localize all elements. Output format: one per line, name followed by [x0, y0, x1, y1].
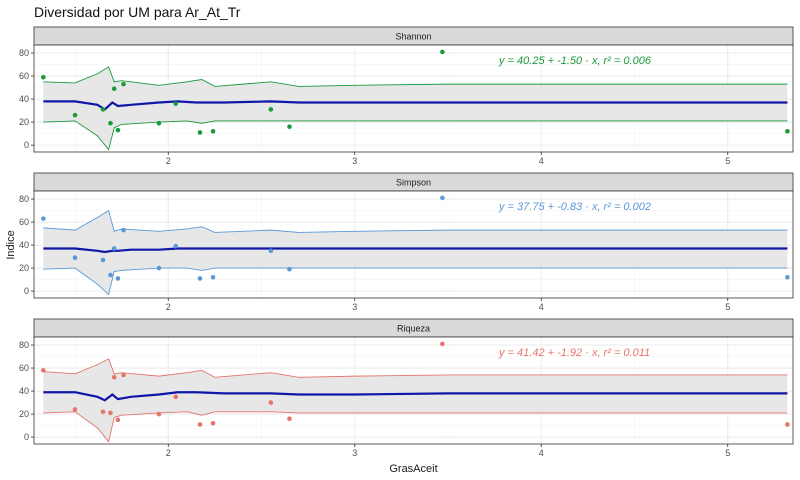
data-point	[108, 410, 113, 416]
panel-shannon: Shannon y = 40.25 + -1.50 · x, r² = 0.006…	[19, 26, 794, 166]
data-point	[173, 101, 179, 106]
data-point	[156, 411, 162, 417]
y-tick-label: 20	[19, 117, 29, 127]
data-point	[197, 276, 203, 281]
data-point	[173, 243, 179, 249]
x-tick-label: 4	[539, 156, 544, 166]
data-point	[72, 112, 78, 118]
data-point	[785, 422, 790, 427]
lower-bound-line	[43, 120, 788, 151]
trend-line	[43, 391, 788, 402]
data-point	[121, 372, 126, 378]
regression-equation: y = 37.75 + -0.83 · x, r² = 0.002	[498, 201, 651, 213]
y-tick-label: 60	[19, 217, 29, 227]
data-point	[287, 266, 292, 272]
upper-bound-line	[43, 209, 788, 233]
y-tick-label: 0	[24, 432, 29, 442]
data-point	[115, 417, 121, 423]
regression-equation: y = 40.25 + -1.50 · x, r² = 0.006	[498, 55, 652, 67]
data-point	[111, 374, 117, 380]
data-point	[41, 368, 46, 373]
data-point	[121, 81, 126, 87]
y-tick-label: 60	[19, 363, 29, 373]
data-point	[287, 124, 292, 129]
data-point	[108, 272, 113, 278]
lower-bound-line	[43, 267, 788, 296]
y-tick-label: 40	[19, 240, 29, 250]
x-tick-label: 2	[166, 156, 171, 166]
data-point	[210, 274, 216, 280]
upper-bound-line	[43, 66, 788, 87]
data-point	[72, 255, 78, 261]
confidence-band	[43, 358, 788, 442]
lower-bound-line	[43, 411, 788, 443]
data-point	[115, 276, 121, 281]
data-point	[210, 128, 216, 134]
data-point	[210, 420, 216, 426]
y-tick-label: 40	[19, 386, 29, 396]
y-tick-label: 20	[19, 409, 29, 419]
trend-line	[43, 247, 788, 254]
data-point	[100, 107, 106, 112]
y-axis-title: Indice	[5, 230, 17, 259]
x-tick-label: 3	[352, 448, 357, 458]
panel-border	[33, 336, 794, 445]
panel-strip-label: Riqueza	[397, 324, 430, 334]
y-tick-label: 0	[24, 286, 29, 296]
data-point	[440, 341, 445, 347]
data-point	[197, 130, 203, 135]
y-tick-label: 80	[19, 340, 29, 350]
data-point	[268, 107, 274, 112]
x-axis-title: GrasAceit	[389, 463, 437, 475]
data-point	[111, 246, 117, 251]
data-point	[440, 195, 445, 201]
data-point	[268, 248, 274, 254]
y-tick-label: 80	[19, 194, 29, 204]
y-tick-label: 80	[19, 48, 29, 58]
data-point	[100, 409, 106, 415]
panel-strip-label: Simpson	[396, 178, 431, 188]
data-point	[108, 120, 113, 126]
data-point	[287, 416, 292, 421]
y-tick-label: 40	[19, 94, 29, 104]
data-point	[41, 216, 46, 221]
panel-strip-label: Shannon	[395, 32, 431, 42]
y-tick-label: 0	[24, 140, 29, 150]
confidence-band	[43, 210, 788, 295]
data-point	[173, 394, 179, 400]
x-tick-label: 4	[539, 448, 544, 458]
data-point	[268, 400, 274, 405]
x-tick-label: 2	[166, 448, 171, 458]
data-point	[72, 407, 78, 412]
x-tick-label: 5	[725, 156, 730, 166]
x-tick-label: 2	[166, 302, 171, 312]
data-point	[156, 265, 162, 271]
data-point	[121, 227, 126, 233]
data-point	[115, 127, 121, 133]
x-tick-label: 5	[725, 448, 730, 458]
x-tick-label: 4	[539, 302, 544, 312]
x-tick-label: 5	[725, 302, 730, 312]
y-tick-label: 20	[19, 263, 29, 273]
panel-simpson: Simpson y = 37.75 + -0.83 · x, r² = 0.002…	[19, 172, 794, 312]
data-point	[156, 120, 162, 126]
y-tick-label: 60	[19, 71, 29, 81]
panel-border	[33, 190, 794, 299]
data-point	[440, 49, 445, 55]
data-point	[111, 86, 117, 92]
panel-riqueza: Riqueza y = 41.42 + -1.92 · x, r² = 0.011…	[19, 318, 794, 458]
confidence-band	[43, 66, 788, 150]
data-point	[41, 74, 46, 80]
panel-border	[33, 44, 794, 153]
regression-equation: y = 41.42 + -1.92 · x, r² = 0.011	[498, 347, 650, 359]
data-point	[100, 257, 106, 263]
upper-bound-line	[43, 358, 788, 378]
x-tick-label: 3	[352, 302, 357, 312]
x-tick-label: 3	[352, 156, 357, 166]
data-point	[785, 128, 790, 134]
chart-title: Diversidad por UM para Ar_At_Tr	[34, 4, 241, 20]
data-point	[785, 274, 790, 280]
data-point	[197, 422, 203, 427]
